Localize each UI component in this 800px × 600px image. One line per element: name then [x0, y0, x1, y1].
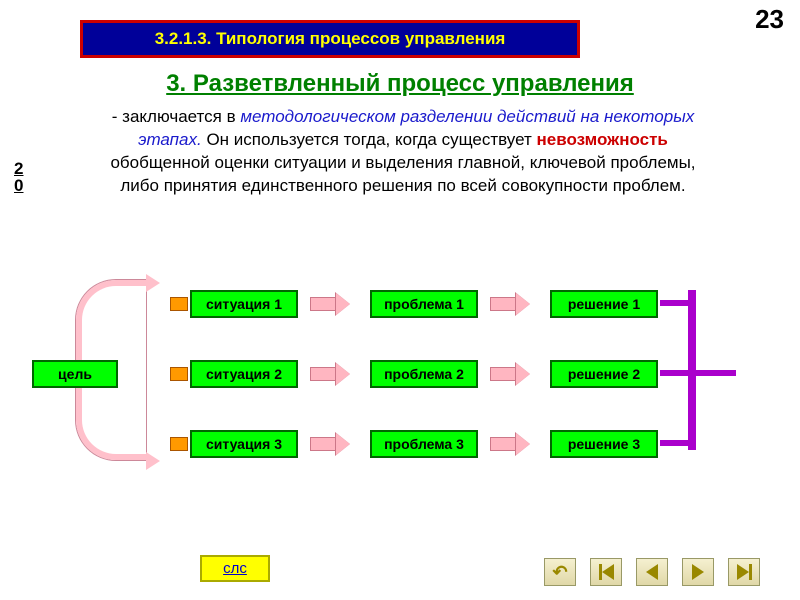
para-mid1: Он используется тогда, когда существует: [202, 130, 537, 149]
flowchart: цель ситуация 1 проблема 1 решение 1 сит…: [30, 260, 770, 520]
nav-bar: ↶: [544, 558, 760, 586]
triangle-left-icon: [646, 564, 658, 580]
merge-out: [696, 370, 736, 376]
tab-icon: [170, 437, 188, 451]
arrow-icon: [310, 363, 350, 385]
nav-first-button[interactable]: [590, 558, 622, 586]
tab-icon: [170, 297, 188, 311]
side-marker-bot: 0: [14, 177, 23, 194]
solution-3-node: решение 3: [550, 430, 658, 458]
tab-icon: [170, 367, 188, 381]
merge-connector: [660, 300, 690, 306]
header-text: 3.2.1.3. Типология процессов управления: [155, 29, 506, 48]
arrow-icon: [490, 293, 530, 315]
goal-node: цель: [32, 360, 118, 388]
situation-3-node: ситуация 3: [190, 430, 298, 458]
nav-next-button[interactable]: [682, 558, 714, 586]
undo-icon: ↶: [552, 562, 567, 583]
nav-prev-button[interactable]: [636, 558, 668, 586]
branch-top-arrowhead: [146, 274, 160, 292]
triangle-right-icon: [692, 564, 704, 580]
nav-undo-button[interactable]: ↶: [544, 558, 576, 586]
para-mid2: обобщенной оценки ситуации и выделения г…: [110, 153, 695, 195]
triangle-left-icon: [602, 564, 614, 580]
para-red: невозможность: [537, 130, 668, 149]
side-marker: 2 0: [14, 160, 23, 194]
triangle-right-icon: [737, 564, 749, 580]
nav-last-button[interactable]: [728, 558, 760, 586]
body-paragraph: - заключается в методологическом разделе…: [108, 106, 698, 198]
arrow-icon: [490, 363, 530, 385]
merge-connector: [660, 370, 690, 376]
problem-1-node: проблема 1: [370, 290, 478, 318]
page-number: 23: [755, 4, 784, 35]
bar-icon: [749, 564, 752, 580]
merge-connector: [660, 440, 690, 446]
section-title: 3. Разветвленный процесс управления: [110, 70, 690, 98]
arrow-icon: [490, 433, 530, 455]
solution-2-node: решение 2: [550, 360, 658, 388]
branch-bottom-arrowhead: [146, 452, 160, 470]
problem-3-node: проблема 3: [370, 430, 478, 458]
header-bar: 3.2.1.3. Типология процессов управления: [80, 20, 580, 58]
situation-2-node: ситуация 2: [190, 360, 298, 388]
arrow-icon: [310, 433, 350, 455]
para-lead: - заключается в: [112, 107, 241, 126]
slc-button[interactable]: слс: [200, 555, 270, 582]
situation-1-node: ситуация 1: [190, 290, 298, 318]
problem-2-node: проблема 2: [370, 360, 478, 388]
solution-1-node: решение 1: [550, 290, 658, 318]
arrow-icon: [310, 293, 350, 315]
merge-bar: [688, 290, 696, 450]
side-marker-top: 2: [14, 160, 23, 177]
